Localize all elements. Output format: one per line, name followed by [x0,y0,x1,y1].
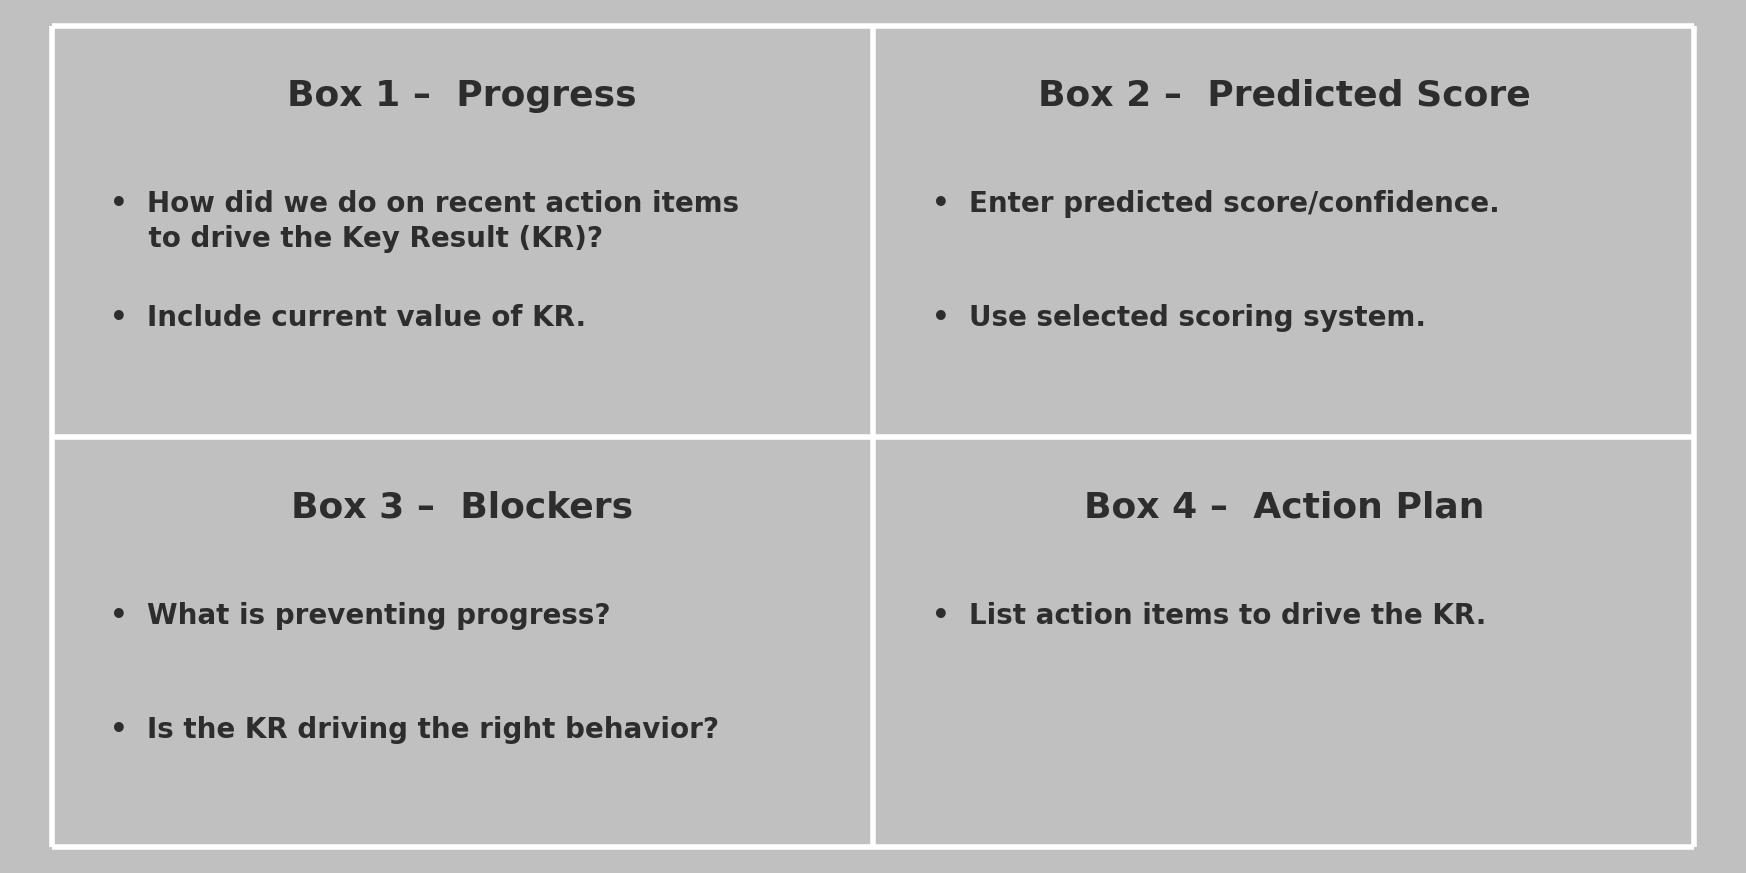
Text: •  Include current value of KR.: • Include current value of KR. [110,304,587,332]
Text: Box 2 –  Predicted Score: Box 2 – Predicted Score [1037,79,1531,113]
Text: •  What is preventing progress?: • What is preventing progress? [110,601,609,629]
Text: Box 4 –  Action Plan: Box 4 – Action Plan [1084,491,1484,525]
Text: •  Use selected scoring system.: • Use selected scoring system. [932,304,1426,332]
Text: •  How did we do on recent action items
    to drive the Key Result (KR)?: • How did we do on recent action items t… [110,189,739,253]
Text: •  List action items to drive the KR.: • List action items to drive the KR. [932,601,1486,629]
Text: Box 1 –  Progress: Box 1 – Progress [286,79,637,113]
Text: •  Is the KR driving the right behavior?: • Is the KR driving the right behavior? [110,716,719,744]
Text: •  Enter predicted score/confidence.: • Enter predicted score/confidence. [932,189,1500,217]
Text: Box 3 –  Blockers: Box 3 – Blockers [290,491,632,525]
